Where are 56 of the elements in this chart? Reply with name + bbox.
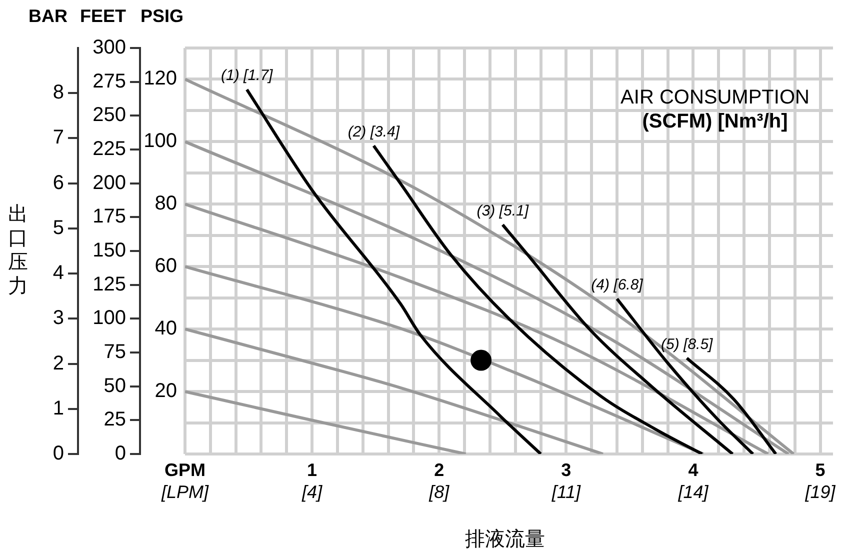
text: 出口压力 <box>8 204 28 298</box>
y2-tick-label: 125 <box>92 273 126 296</box>
y3-tick-label: 6 <box>52 172 64 194</box>
y-tick-label: 100 <box>144 130 177 152</box>
y2-tick-label: 25 <box>104 408 126 431</box>
y-tick-label: 80 <box>154 192 177 215</box>
y2-tick-label: 50 <box>104 374 126 397</box>
y-tick-label: 40 <box>154 318 177 340</box>
line-series <box>185 202 770 454</box>
series-label: (5) [8.5] <box>661 336 714 353</box>
series-label: (2) [3.4] <box>348 123 400 140</box>
line-series <box>616 297 754 454</box>
y2-tick-label: 150 <box>92 240 126 262</box>
line-series <box>185 328 605 454</box>
y2-tick-label: 175 <box>92 206 126 228</box>
x-tick-label: 1 <box>307 460 318 480</box>
y-tick-label: 20 <box>154 380 177 402</box>
y2-tick-label: 275 <box>92 70 126 92</box>
y-tick-label: 60 <box>154 255 177 278</box>
annotation: AIR CONSUMPTION (SCFM) [Nm³/h] <box>620 86 810 133</box>
y3-tick-label: 4 <box>52 262 64 284</box>
y3-tick-label: 7 <box>52 126 64 149</box>
text: [4] <box>301 482 324 502</box>
y3-axis-title: BAR <box>28 6 68 26</box>
text: [8] <box>428 482 450 502</box>
y2-tick-label: 250 <box>92 104 126 126</box>
x-tick-label: 5 <box>815 460 826 480</box>
series-label: (4) [6.8] <box>591 276 644 294</box>
y2-tick-label: 225 <box>92 138 126 160</box>
text: [19] <box>804 482 836 502</box>
y3-tick-label: 2 <box>52 352 64 374</box>
y3-tick-label: 1 <box>52 397 64 420</box>
y-tick-label: 120 <box>144 68 177 90</box>
line-series <box>501 223 734 454</box>
y2-tick-label: 0 <box>114 442 126 465</box>
x-tick-label: GPM <box>164 460 206 480</box>
y2-axis-title: FEET <box>80 6 126 26</box>
y3-tick-label: 5 <box>52 216 64 239</box>
x-tick-label: 4 <box>688 460 698 480</box>
line-series <box>245 88 542 454</box>
series-label: (1) [1.7] <box>221 67 274 84</box>
y3-tick-label: 3 <box>52 307 64 330</box>
text: [11] <box>550 482 582 502</box>
x-axis-title: 排液流量 <box>465 528 545 551</box>
y2-tick-label: 100 <box>92 307 126 330</box>
y2-tick-label: 200 <box>92 172 126 194</box>
x-tick-label: 3 <box>561 460 572 480</box>
y-axis-title: PSIG <box>140 6 184 26</box>
text: [14] <box>677 482 710 502</box>
y2-tick-label: 75 <box>104 341 126 364</box>
series-label: (3) [5.1] <box>476 202 530 220</box>
y3-tick-label: 8 <box>52 82 64 104</box>
y3-tick-label: 0 <box>52 442 64 465</box>
y2-tick-label: 300 <box>92 36 126 59</box>
text: [LPM] <box>160 482 210 502</box>
x-tick-label: 2 <box>434 460 444 480</box>
